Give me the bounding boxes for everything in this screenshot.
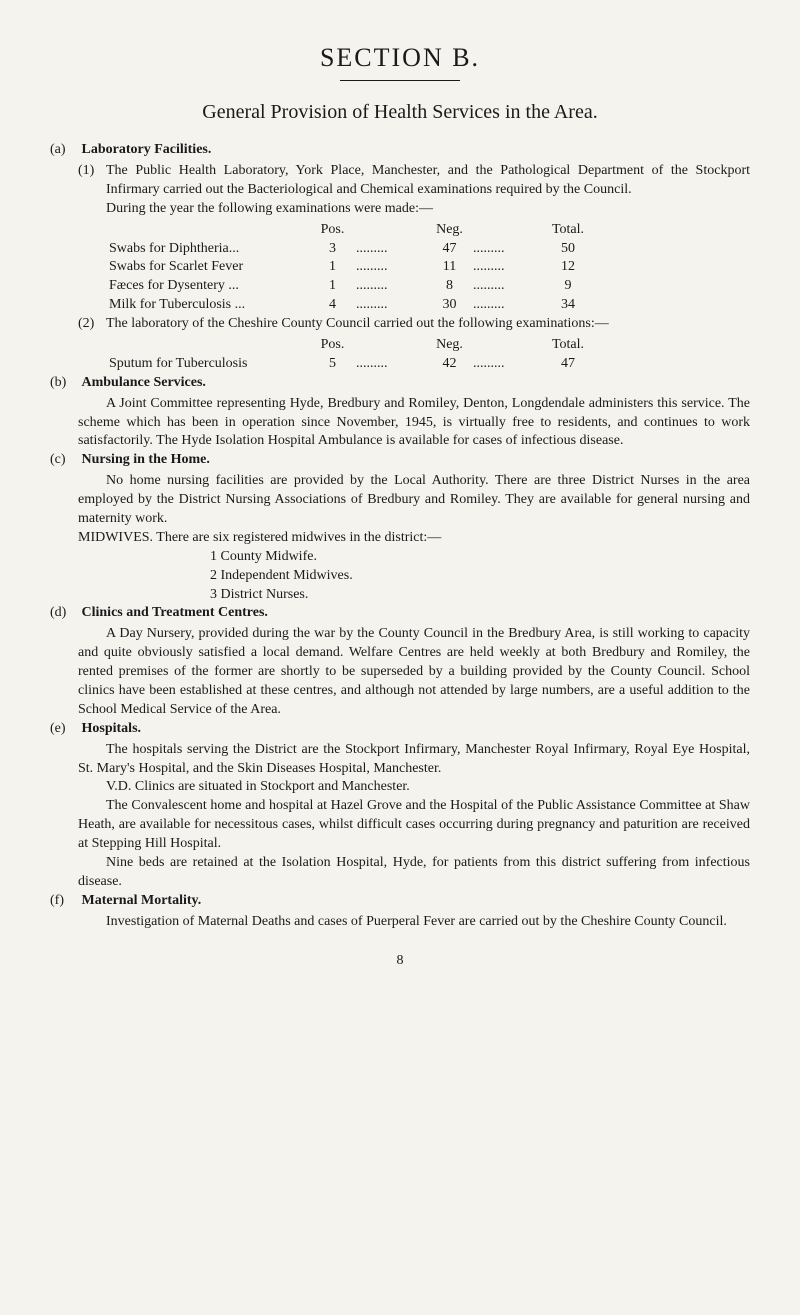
table-header-row: Pos. Neg. Total.: [106, 221, 590, 240]
cell-dots2: .........: [470, 277, 546, 296]
cell-label: Swabs for Diphtheria...: [106, 240, 312, 259]
list-item: 3 District Nurses.: [210, 586, 750, 605]
heading-c: Nursing in the Home.: [82, 452, 210, 467]
stats-table-1: Pos. Neg. Total. Swabs for Diphtheria...…: [106, 221, 590, 315]
cell-pos: 1: [312, 258, 353, 277]
text-a2: The laboratory of the Cheshire County Co…: [106, 316, 609, 331]
cell-dots2: .........: [470, 355, 546, 374]
header-neg: Neg.: [429, 336, 470, 355]
header-neg: Neg.: [429, 221, 470, 240]
cell-dots2: .........: [470, 240, 546, 259]
title-underline: [340, 80, 460, 81]
table-header-row: Pos. Neg. Total.: [106, 336, 590, 355]
text-f: Investigation of Maternal Deaths and cas…: [78, 913, 750, 932]
header-pos: Pos.: [312, 336, 353, 355]
table-row: Swabs for Diphtheria... 3 ......... 47 .…: [106, 240, 590, 259]
table-row: Sputum for Tuberculosis 5 ......... 42 .…: [106, 355, 590, 374]
label-e: (e): [50, 720, 78, 739]
stats-table-2: Pos. Neg. Total. Sputum for Tuberculosis…: [106, 336, 590, 374]
label-b: (b): [50, 374, 78, 393]
text-a1b: During the year the following examinatio…: [106, 200, 750, 219]
cell-label: Milk for Tuberculosis ...: [106, 296, 312, 315]
cell-label: Sputum for Tuberculosis: [106, 355, 312, 374]
cell-pos: 3: [312, 240, 353, 259]
section-b: (b) Ambulance Services.: [50, 374, 750, 393]
header-total: Total.: [546, 221, 590, 240]
cell-label: Fæces for Dysentery ...: [106, 277, 312, 296]
cell-neg: 8: [429, 277, 470, 296]
label-a: (a): [50, 141, 78, 160]
text-e4: Nine beds are retained at the Isolation …: [78, 854, 750, 892]
cell-total: 9: [546, 277, 590, 296]
section-d: (d) Clinics and Treatment Centres.: [50, 604, 750, 623]
text-e3: The Convalescent home and hospital at Ha…: [78, 797, 750, 854]
list-item: 2 Independent Midwives.: [210, 567, 750, 586]
table-row: Fæces for Dysentery ... 1 ......... 8 ..…: [106, 277, 590, 296]
text-e2: V.D. Clinics are situated in Stockport a…: [78, 778, 750, 797]
label-f: (f): [50, 892, 78, 911]
text-a1: The Public Health Laboratory, York Place…: [106, 163, 750, 197]
heading-d: Clinics and Treatment Centres.: [82, 605, 268, 620]
label-d: (d): [50, 604, 78, 623]
section-a-1: (1) The Public Health Laboratory, York P…: [50, 162, 750, 219]
table-row: Milk for Tuberculosis ... 4 ......... 30…: [106, 296, 590, 315]
text-c2: MIDWIVES. There are six registered midwi…: [78, 529, 750, 548]
cell-total: 12: [546, 258, 590, 277]
section-a: (a) Laboratory Facilities.: [50, 141, 750, 160]
section-e: (e) Hospitals.: [50, 720, 750, 739]
sublabel-a2: (2): [78, 315, 106, 334]
sublabel-a1: (1): [78, 162, 106, 200]
cell-dots: .........: [353, 296, 429, 315]
label-c: (c): [50, 451, 78, 470]
cell-pos: 4: [312, 296, 353, 315]
header-total: Total.: [546, 336, 590, 355]
heading-a: Laboratory Facilities.: [82, 142, 212, 157]
cell-dots: .........: [353, 240, 429, 259]
subtitle: General Provision of Health Services in …: [50, 99, 750, 126]
list-item: 1 County Midwife.: [210, 548, 750, 567]
cell-dots: .........: [353, 277, 429, 296]
heading-f: Maternal Mortality.: [82, 893, 202, 908]
cell-pos: 5: [312, 355, 353, 374]
cell-dots2: .........: [470, 258, 546, 277]
cell-neg: 30: [429, 296, 470, 315]
cell-pos: 1: [312, 277, 353, 296]
cell-dots2: .........: [470, 296, 546, 315]
table-row: Swabs for Scarlet Fever 1 ......... 11 .…: [106, 258, 590, 277]
page-number: 8: [50, 952, 750, 971]
cell-neg: 11: [429, 258, 470, 277]
cell-dots: .........: [353, 355, 429, 374]
cell-total: 50: [546, 240, 590, 259]
text-d: A Day Nursery, provided during the war b…: [78, 625, 750, 719]
section-f: (f) Maternal Mortality.: [50, 892, 750, 911]
text-c: No home nursing facilities are provided …: [78, 472, 750, 529]
section-c: (c) Nursing in the Home.: [50, 451, 750, 470]
text-b: A Joint Committee representing Hyde, Bre…: [78, 395, 750, 452]
section-title: SECTION B.: [50, 40, 750, 75]
cell-total: 47: [546, 355, 590, 374]
cell-label: Swabs for Scarlet Fever: [106, 258, 312, 277]
cell-neg: 42: [429, 355, 470, 374]
text-e: The hospitals serving the District are t…: [78, 741, 750, 779]
section-a-2: (2) The laboratory of the Cheshire Count…: [50, 315, 750, 334]
header-pos: Pos.: [312, 221, 353, 240]
cell-total: 34: [546, 296, 590, 315]
cell-dots: .........: [353, 258, 429, 277]
cell-neg: 47: [429, 240, 470, 259]
heading-e: Hospitals.: [82, 721, 142, 736]
heading-b: Ambulance Services.: [82, 375, 206, 390]
